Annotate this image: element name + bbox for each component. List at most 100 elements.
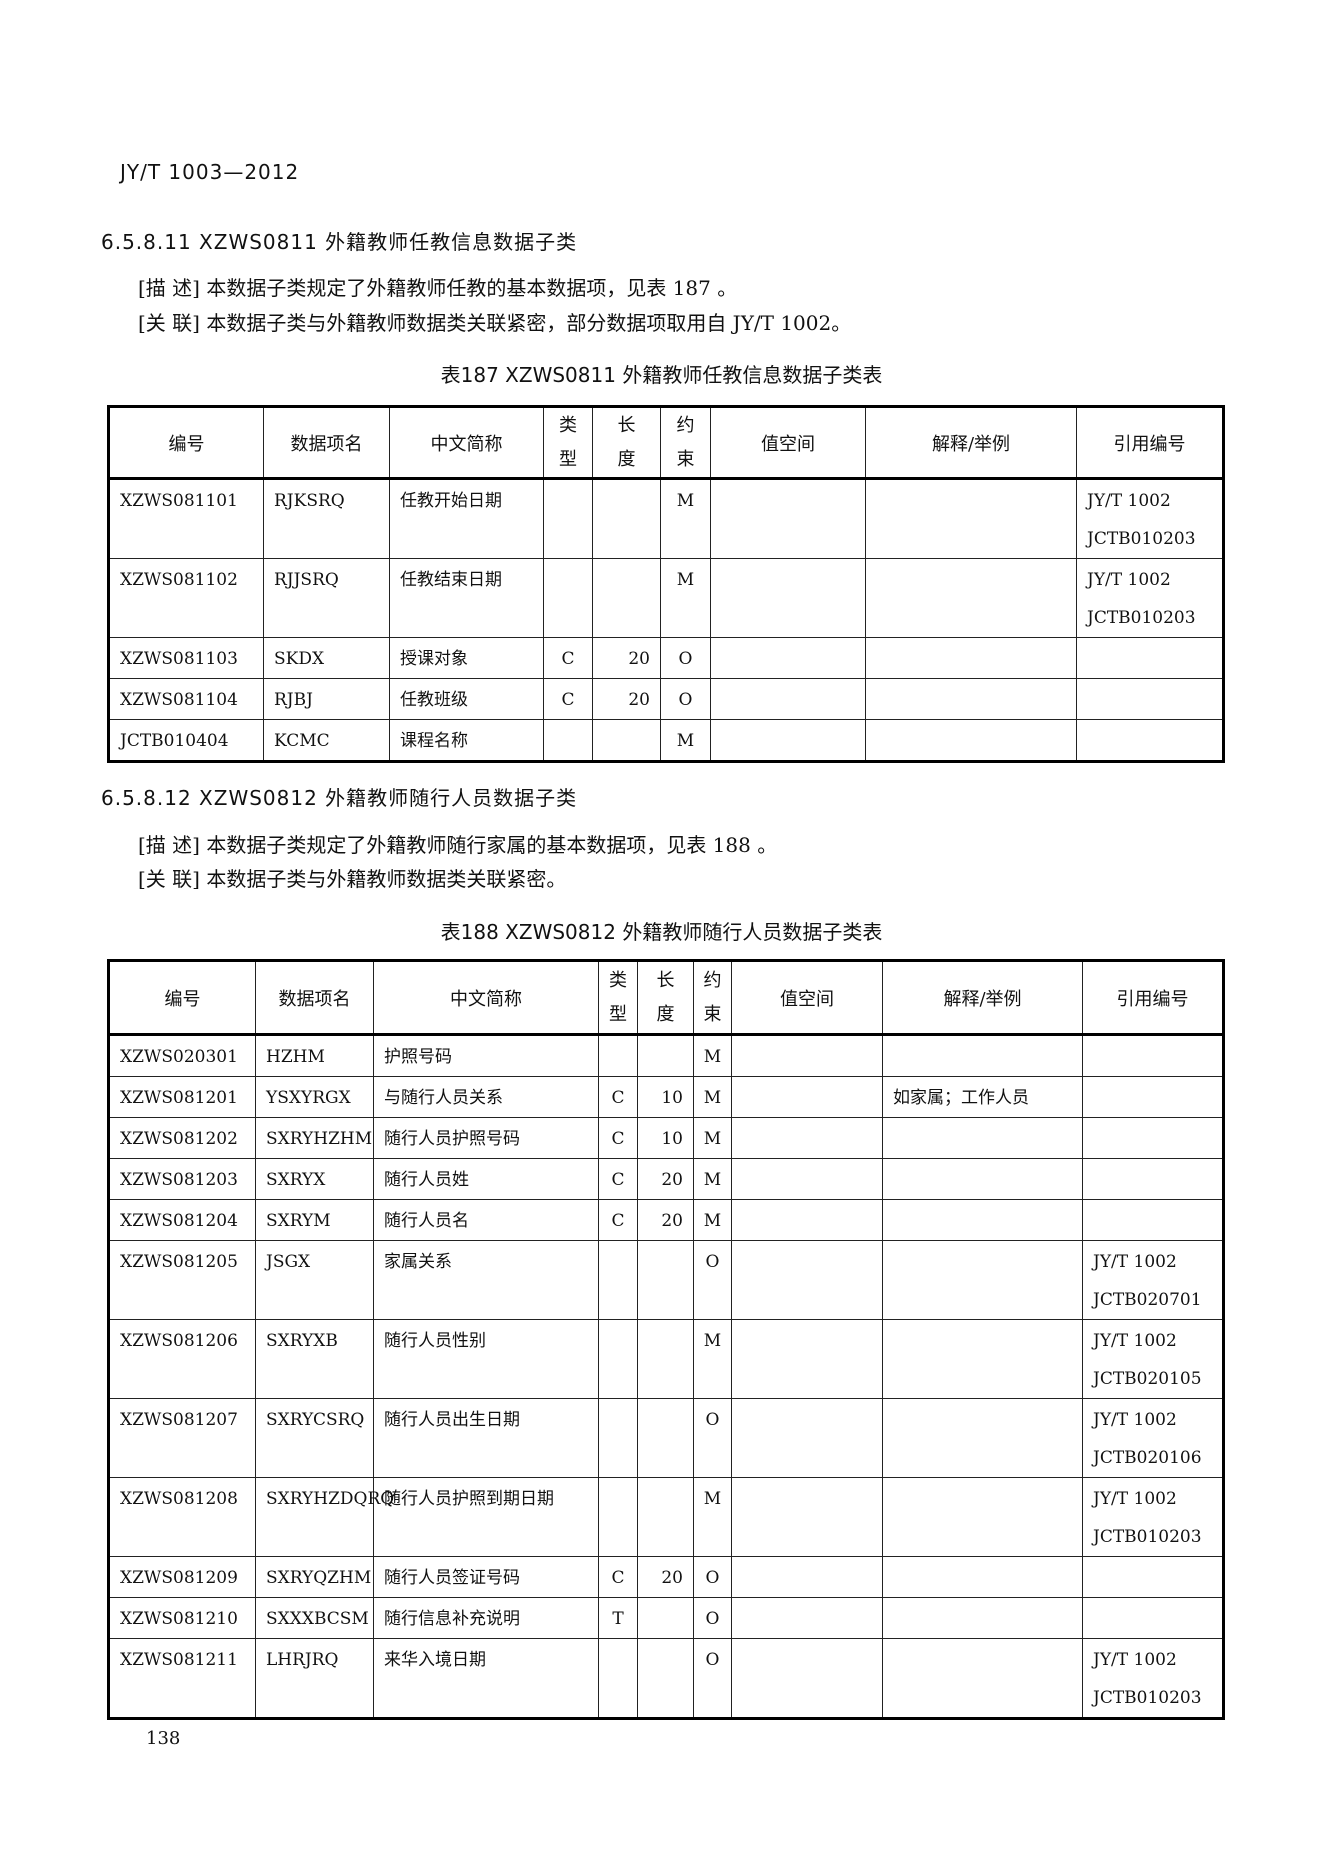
cell-text: XZWS081207 (120, 1410, 238, 1430)
cell-id: XZWS081202 (108, 1117, 256, 1159)
cell-type (543, 478, 593, 559)
cell-text: XZWS081104 (120, 690, 238, 710)
cell-text: XZWS081208 (120, 1489, 238, 1509)
cell-text: SXRYQZHM (266, 1568, 372, 1588)
cell-constraint: O (660, 678, 711, 720)
cell-type (598, 1638, 638, 1719)
table-row: XZWS081202 SXRYHZHM 随行人员护照号码 C 10 M (108, 1117, 1224, 1159)
cell-text: XZWS081103 (120, 649, 238, 669)
cell-name: KCMC (263, 719, 390, 762)
table-row: XZWS081207 SXRYCSRQ 随行人员出生日期 O JY/T 1002 JCT… (108, 1398, 1224, 1478)
column-header-length: 长 度 (592, 406, 661, 480)
column-header-id: 编号 (108, 406, 264, 480)
cell-type (598, 1398, 638, 1478)
cell-length (637, 1398, 694, 1478)
cell-text: XZWS081203 (120, 1170, 238, 1190)
cell-explanation (865, 478, 1077, 559)
cell-text: JCTB010404 (120, 731, 229, 751)
cell-text: O (678, 649, 693, 669)
cell-text: SXRYHZDQRQ (266, 1489, 395, 1509)
cell-text (732, 1071, 882, 1079)
cell-text: T (612, 1609, 624, 1629)
cell-text: O (678, 690, 693, 710)
cell-reference (1082, 1199, 1224, 1241)
cell-constraint: M (660, 719, 711, 762)
cell-reference (1076, 637, 1224, 679)
cell-text: 任教班级 (400, 690, 468, 710)
cell-constraint: M (693, 1158, 732, 1200)
cell-text: 20 (628, 690, 650, 710)
cell-explanation (882, 1556, 1083, 1598)
cell-text (883, 1472, 1082, 1480)
cell-value-space (731, 1199, 883, 1241)
cell-text: M (703, 1331, 722, 1351)
cell-constraint: O (693, 1638, 732, 1719)
cell-type (598, 1034, 638, 1077)
cell-explanation (882, 1117, 1083, 1159)
cell-explanation (882, 1477, 1083, 1557)
cell-text (1083, 1112, 1222, 1120)
cell-text (883, 1633, 1082, 1641)
cell-type: C (598, 1158, 638, 1200)
cell-text (732, 1235, 882, 1243)
cell-text (1083, 1153, 1222, 1161)
cell-value-space (731, 1117, 883, 1159)
cell-text: XZWS081209 (120, 1568, 238, 1588)
cell-id: XZWS081103 (108, 637, 264, 679)
cell-reference: JY/T 1002 JCTB010203 (1082, 1638, 1224, 1719)
cell-text (866, 474, 1076, 482)
cell-text (866, 673, 1076, 681)
cell-length (637, 1240, 694, 1320)
cell-text (711, 714, 865, 722)
section-description: [描 述] 本数据子类规定了外籍教师任教的基本数据项，见表 187 。 (138, 276, 738, 300)
cell-type (598, 1240, 638, 1320)
cell-text: SXRYCSRQ (266, 1410, 365, 1430)
cell-name: HZHM (255, 1034, 374, 1077)
cell-value-space (731, 1398, 883, 1478)
cell-reference (1082, 1117, 1224, 1159)
cell-reference: JY/T 1002 JCTB020106 (1082, 1398, 1224, 1478)
section-heading-6-5-8-12: 6.5.8.12 XZWS0812 外籍教师随行人员数据子类 (101, 786, 578, 810)
cell-text: XZWS020301 (120, 1047, 238, 1067)
cell-constraint: O (693, 1240, 732, 1320)
cell-text (599, 1393, 637, 1401)
cell-text: 随行信息补充说明 (384, 1609, 520, 1629)
table-row: XZWS081101 RJKSRQ 任教开始日期 M JY/T 1002 JCTB010… (108, 478, 1224, 559)
cell-text: KCMC (274, 731, 330, 751)
cell-name: SXRYM (255, 1199, 374, 1241)
cell-text: M (703, 1489, 722, 1509)
cell-type (543, 719, 593, 762)
cell-text (1083, 1194, 1222, 1202)
cell-cn-abbr: 任教开始日期 (389, 478, 544, 559)
cell-id: XZWS081201 (108, 1076, 256, 1118)
cell-text: O (705, 1252, 720, 1272)
cell-constraint: M (693, 1034, 732, 1077)
cell-length: 20 (637, 1556, 694, 1598)
cell-text (883, 1030, 1082, 1038)
cell-reference: JY/T 1002 JCTB010203 (1082, 1477, 1224, 1557)
cell-length (637, 1319, 694, 1399)
page-number: 138 (146, 1728, 181, 1749)
cell-value-space (710, 719, 866, 762)
cell-reference: JY/T 1002 JCTB010203 (1076, 478, 1224, 559)
cell-name: JSGX (255, 1240, 374, 1320)
cell-text: HZHM (266, 1047, 325, 1067)
cell-constraint: M (693, 1477, 732, 1557)
cell-text (1083, 1071, 1222, 1079)
cell-cn-abbr: 随行人员护照号码 (373, 1117, 599, 1159)
cell-text: 20 (661, 1170, 683, 1190)
cell-text: XZWS081205 (120, 1252, 238, 1272)
table-187: 编号 数据项名 中文简称类 型长 度约 束值空间 解释/举例 引用编号 XZWS08110… (107, 405, 1225, 763)
cell-text: 与随行人员关系 (384, 1088, 503, 1108)
cell-text: 如家属；工作人员 (893, 1088, 1029, 1108)
standard-number: JY/T 1003—2012 (120, 160, 300, 184)
cell-text: JY/T 1002 JCTB010203 (1087, 491, 1196, 549)
cell-text: C (611, 1129, 625, 1149)
cell-text (883, 1235, 1082, 1243)
cell-reference (1082, 1034, 1224, 1077)
cell-text: 随行人员护照到期日期 (384, 1489, 554, 1509)
cell-cn-abbr: 任教班级 (389, 678, 544, 720)
cell-text (883, 1551, 1082, 1559)
cell-text (866, 714, 1076, 722)
cell-id: XZWS081104 (108, 678, 264, 720)
